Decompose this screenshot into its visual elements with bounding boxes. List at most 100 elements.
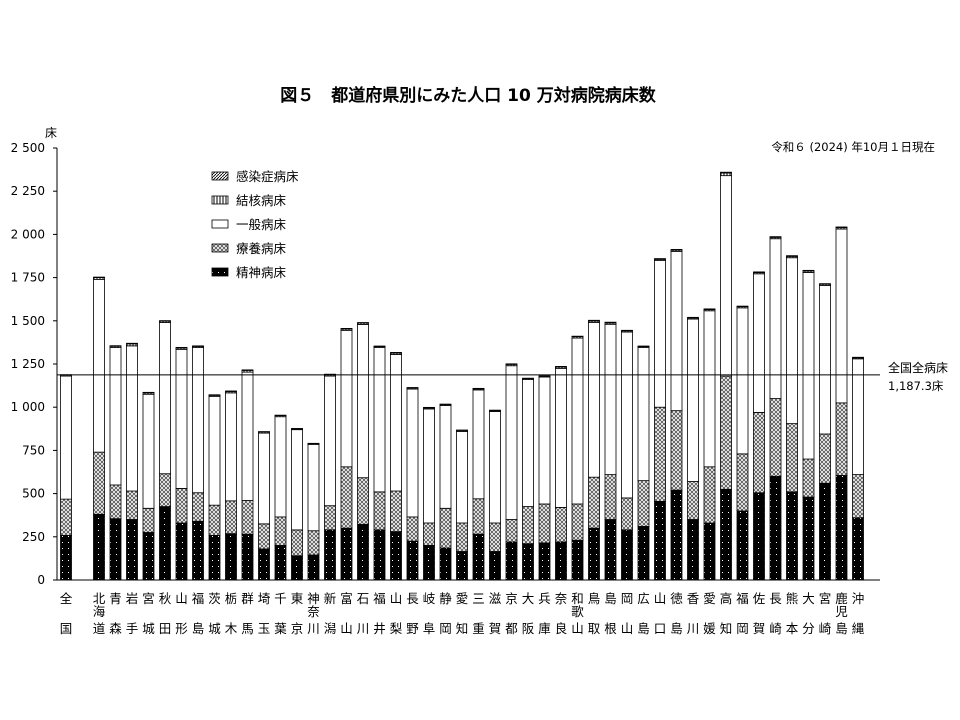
bar-segment (423, 408, 435, 524)
bar-segment (703, 308, 716, 310)
bar-segment (357, 477, 369, 525)
category-label: 奈 (307, 604, 320, 619)
y-tick-label: 2 000 (11, 227, 45, 241)
bar-segment (621, 331, 633, 499)
bar-segment (258, 548, 270, 581)
date-note: 令和６ (2024) 年10月１日現在 (771, 140, 935, 154)
category-label: 森 (109, 621, 122, 636)
category-label: 潟 (324, 621, 337, 636)
bar-segment (802, 458, 815, 498)
bar-segment (687, 318, 699, 482)
y-tick-label: 1 250 (11, 357, 45, 371)
category-label: 野 (406, 621, 419, 636)
bar-segment (571, 503, 584, 541)
bar-segment (225, 392, 237, 502)
category-label: 宮 (142, 591, 155, 606)
bar-segment (208, 535, 221, 581)
category-label: 富 (340, 591, 353, 606)
bar-segment (769, 236, 782, 238)
bar-segment (588, 527, 600, 581)
bar-segment (192, 347, 204, 494)
bar-segment (93, 513, 105, 581)
legend-swatch (211, 195, 229, 205)
bar-segment (703, 310, 716, 468)
bar-segment (852, 474, 864, 519)
category-label: 宮 (819, 591, 832, 606)
y-tick-label: 0 (37, 573, 45, 587)
bar-segment (670, 489, 683, 581)
bar-segment (373, 347, 386, 493)
category-label: 佐 (753, 591, 766, 606)
category-label: 阜 (423, 621, 436, 636)
category-label: 玉 (258, 621, 271, 636)
bar-segment (159, 322, 171, 475)
bar-segment (340, 328, 353, 330)
category-label: 長 (769, 591, 782, 606)
bar-segment (489, 522, 501, 552)
bar-segment (241, 533, 254, 581)
bar-segment (126, 345, 138, 492)
category-label: 井 (373, 621, 386, 636)
bar-segment (126, 490, 138, 520)
category-label: 分 (802, 621, 815, 636)
category-label: 良 (555, 621, 568, 636)
y-axis-unit: 床 (45, 126, 57, 140)
bar-segment (571, 337, 584, 505)
y-tick-label: 2 500 (11, 141, 45, 155)
bar-segment (472, 533, 485, 581)
bar-segment (225, 533, 237, 581)
chart-title: 図５ 都道府県別にみた人口 10 万対病院病床数 (280, 85, 656, 106)
bar-segment (555, 367, 567, 508)
bars (60, 171, 864, 581)
bar-segment (489, 409, 501, 412)
bar-segment (324, 505, 336, 531)
category-label: 栃 (225, 591, 238, 606)
bar-segment (522, 379, 534, 507)
bar-segment (192, 492, 204, 522)
y-axis: 0 250 500 750 1 000 1 250 1 500 1 750 2 000 2 250… (11, 141, 880, 587)
category-label: 北 (93, 591, 106, 606)
bar-segment (786, 257, 798, 425)
bar-segment (538, 542, 551, 581)
bar-segment (621, 529, 633, 581)
bar-segment (604, 519, 617, 581)
category-label: 全 (60, 591, 73, 606)
bar-segment (621, 329, 633, 332)
bar-segment (60, 498, 72, 536)
category-label: 川 (357, 621, 370, 636)
category-label: 東 (291, 591, 304, 606)
reference-line-value: 1,187.3床 (888, 379, 944, 393)
category-label: 山 (390, 591, 403, 606)
category-label: 秋 (159, 591, 172, 606)
category-label: 福 (736, 591, 749, 606)
bar-segment (489, 411, 501, 524)
bar-segment (852, 356, 864, 359)
bar-segment (340, 466, 353, 529)
bar-segment (522, 543, 534, 581)
bar-segment (670, 249, 683, 251)
bar-segment (604, 474, 617, 520)
bar-segment (852, 517, 864, 581)
bar-segment (456, 551, 468, 581)
bar-segment (241, 500, 254, 535)
bar-segment (637, 526, 650, 581)
category-label: 縄 (852, 621, 865, 636)
bar-segment (786, 255, 798, 257)
bar-segment (159, 506, 171, 581)
bar-segment (538, 503, 551, 544)
category-label: 岩 (126, 591, 139, 606)
bar-segment (274, 416, 287, 518)
bar-segment (340, 329, 353, 468)
category-label: 川 (687, 621, 700, 636)
bar-segment (159, 320, 171, 322)
category-label: 大 (522, 591, 535, 606)
category-label: 岡 (439, 621, 452, 636)
y-tick-label: 750 (22, 443, 45, 457)
category-label: 葉 (274, 621, 287, 636)
bar-segment (109, 518, 122, 581)
category-label: 重 (472, 621, 485, 636)
bar-segment (621, 497, 633, 531)
reference-line-group: 全国全病床 1,187.3床 (57, 360, 948, 393)
bar-segment (769, 398, 782, 477)
